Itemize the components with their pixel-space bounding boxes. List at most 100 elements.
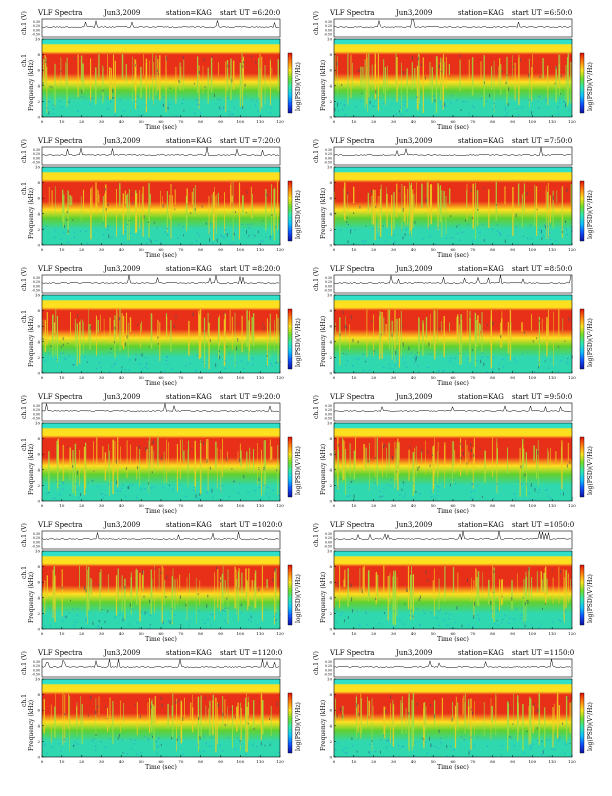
spectrogram-speck: [397, 744, 399, 747]
panel-station: station=KAG: [166, 393, 212, 401]
spectrogram-speck: [504, 107, 506, 109]
spectrogram-speck: [260, 742, 262, 746]
spectrogram-speck: [171, 619, 173, 621]
time-tick-label: 50: [139, 631, 145, 636]
spectrogram-speck: [244, 83, 246, 87]
spectrogram-speck: [102, 223, 104, 225]
spectrogram-speck: [516, 108, 518, 110]
spectrogram-speck: [443, 106, 446, 108]
spectrogram-speck: [567, 696, 569, 700]
time-tick-label: 70: [178, 119, 184, 124]
spectrogram-speck: [520, 483, 522, 485]
time-tick-label: 10: [59, 759, 65, 764]
spectrogram-speck: [257, 230, 259, 234]
time-tick-label: 60: [158, 759, 164, 764]
spectrogram-speck: [566, 233, 568, 236]
spectrogram-speck: [406, 590, 408, 592]
spectrogram-speck: [473, 453, 475, 458]
spectrogram-speck: [505, 109, 507, 111]
spectrogram-speck: [170, 621, 172, 623]
spectrogram-speck: [515, 226, 517, 228]
ch1-tick-label: 0.20: [33, 664, 40, 668]
time-tick-label: 0: [41, 247, 44, 252]
time-tick-label: 30: [99, 247, 105, 252]
freq-tick-label: 6: [329, 196, 332, 201]
panel-header-title: VLF Spectra: [329, 265, 374, 273]
spectrogram-speck: [426, 752, 428, 754]
spectrogram-speck: [167, 363, 169, 365]
spectrogram-speck: [498, 363, 500, 366]
spectrogram-speck: [483, 362, 485, 367]
spectrogram-speck: [389, 367, 391, 369]
spectrogram-panel: VLF Spectra Jun3,2009 station=KAG start UT …: [313, 137, 594, 259]
spectrogram-speck: [505, 115, 507, 117]
spectrogram-speck: [386, 483, 389, 485]
spectrogram-speck: [160, 696, 162, 700]
spectrogram-speck: [442, 370, 444, 373]
spectrogram-speck: [63, 739, 65, 741]
spectrogram-speck: [95, 734, 97, 736]
spectrogram-panel: VLF Spectra Jun3,2009 station=KAG start UT …: [313, 9, 594, 131]
time-axis-label: Time (sec): [437, 124, 469, 131]
time-tick-label: 30: [391, 375, 397, 380]
spectrogram-speck: [365, 225, 367, 227]
spectrogram-speck: [569, 461, 571, 465]
spectrogram-speck: [275, 362, 277, 364]
spectrogram-speck: [217, 98, 219, 100]
spectrogram-speck: [527, 237, 529, 239]
spectrogram-speck: [222, 712, 224, 717]
spectrogram-speck: [60, 239, 62, 241]
colorbar: [579, 308, 585, 370]
spectrogram-speck: [402, 342, 404, 347]
time-tick-label: 0: [41, 119, 44, 124]
spectrogram-speck: [495, 204, 497, 206]
spectrogram-speck: [183, 98, 185, 101]
spectrogram-speck: [478, 619, 481, 621]
spectrogram-speck: [52, 104, 54, 106]
spectrogram-speck: [269, 235, 271, 238]
spectrogram-speck: [240, 603, 242, 607]
spectrogram-speck: [252, 357, 254, 359]
spectrogram-speck: [191, 448, 193, 450]
spectrogram-speck: [135, 64, 136, 67]
spectrogram-speck: [371, 320, 373, 322]
spectrogram-speck: [449, 627, 452, 629]
spectrogram-speck: [384, 612, 385, 615]
time-tick-label: 20: [371, 247, 377, 252]
colorbar: [287, 692, 293, 754]
spectrogram-speck: [412, 615, 414, 618]
spectrogram-speck: [267, 486, 269, 488]
spectrogram-speck: [196, 232, 198, 234]
spectrogram-speck: [209, 238, 210, 242]
spectrogram-speck: [566, 228, 568, 231]
spectrogram-speck: [472, 625, 474, 628]
spectrogram-speck: [541, 237, 543, 241]
spectrogram-speck: [530, 748, 532, 750]
spectrogram-speck: [224, 368, 226, 370]
spectrogram-speck: [59, 100, 62, 102]
spectrogram-speck: [541, 740, 543, 743]
freq-tick-label: 0: [329, 371, 332, 376]
spectrogram-speck: [252, 364, 254, 366]
time-tick-label: 100: [237, 503, 245, 508]
spectrogram-speck: [541, 754, 543, 756]
spectrogram-speck: [391, 333, 393, 337]
spectrogram-speck: [165, 356, 168, 358]
spectrogram-speck: [162, 487, 164, 489]
spectrogram-speck: [270, 107, 272, 109]
spectrogram-speck: [559, 99, 561, 101]
time-tick-label: 80: [490, 503, 496, 508]
spectrogram-speck: [356, 750, 358, 753]
spectrogram-speck: [240, 360, 242, 362]
waveform-trace: [41, 659, 280, 669]
time-tick-label: 90: [218, 503, 224, 508]
spectrogram-speck: [378, 496, 380, 498]
freq-tick-label: 6: [37, 580, 40, 585]
time-tick-label: 50: [139, 759, 145, 764]
spectrogram-speck: [513, 66, 515, 68]
spectrogram-speck: [437, 227, 439, 229]
spectrogram-speck: [62, 481, 64, 483]
spectrogram-speck: [494, 623, 496, 625]
spectrogram-speck: [420, 63, 422, 66]
time-tick-label: 100: [529, 631, 537, 636]
